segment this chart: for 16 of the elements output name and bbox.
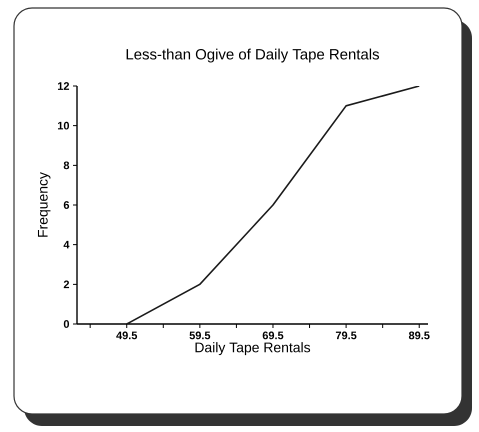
y-axis-title: Frequency: [38, 172, 50, 237]
y-tick-label: 6: [64, 201, 70, 209]
x-tick-label: 89.5: [408, 332, 430, 340]
y-tick-label: 12: [58, 82, 70, 90]
x-tick-label: 79.5: [336, 332, 356, 340]
chart-title: Less-than Ogive of Daily Tape Rentals: [126, 48, 379, 62]
y-tick-label: 8: [64, 161, 70, 170]
line-series: [126, 86, 420, 324]
y-tick-label: 4: [64, 240, 70, 248]
y-tick-label: 2: [64, 280, 70, 288]
x-tick-label: 49.5: [116, 332, 138, 340]
x-tick-label: 59.5: [190, 332, 210, 340]
y-tick-label: 10: [58, 122, 70, 130]
x-tick-label: 69.5: [262, 332, 284, 340]
y-tick-label: 0: [64, 320, 70, 328]
x-axis-title: Daily Tape Rentals: [196, 342, 310, 356]
